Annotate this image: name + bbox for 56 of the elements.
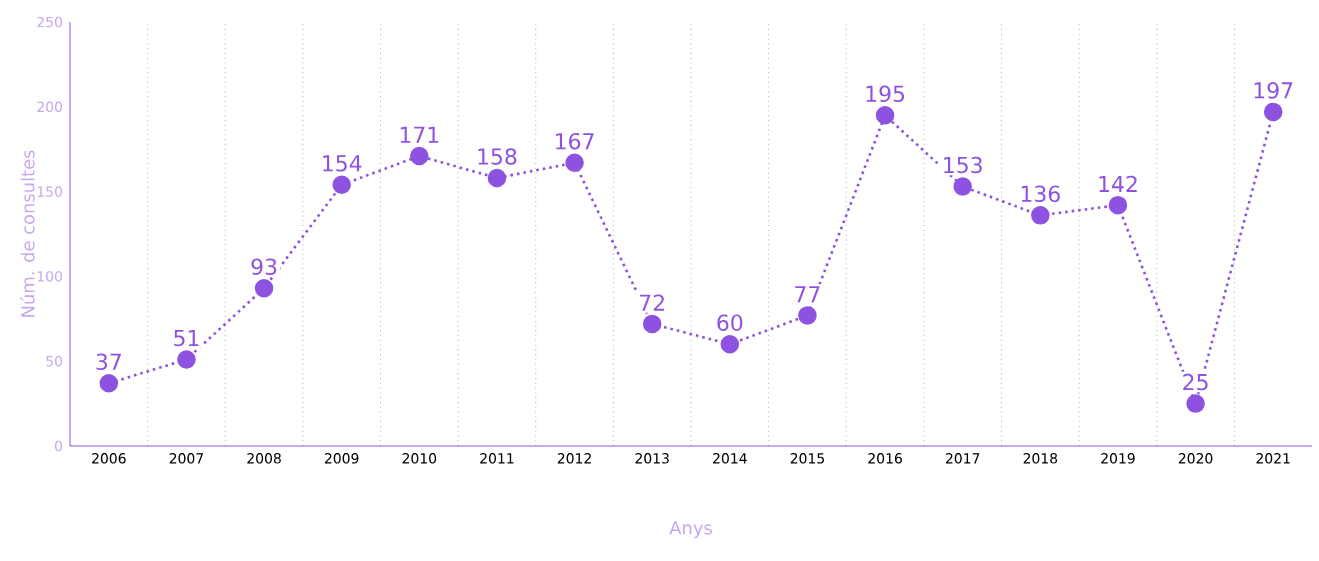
x-tick-label: 2017 — [945, 453, 980, 464]
point — [254, 279, 274, 298]
x-axis-title: Anys — [669, 521, 712, 539]
x-tick-label: 2021 — [1256, 453, 1290, 464]
data-label: 37 — [96, 353, 121, 370]
point — [798, 306, 817, 325]
data-label: 195 — [866, 85, 905, 103]
data-label: 197 — [1254, 82, 1293, 99]
point — [953, 177, 972, 196]
point — [332, 175, 351, 195]
x-tick-label: 2009 — [324, 453, 359, 464]
x-tick-label: 2020 — [1178, 453, 1213, 464]
x-tick-label: 2016 — [868, 453, 902, 464]
y-tick-label: 0 — [54, 440, 63, 452]
x-tick-label: 2018 — [1023, 453, 1058, 464]
data-label: 154 — [323, 155, 362, 172]
data-label: 77 — [795, 286, 820, 303]
y-tick-label: 50 — [46, 355, 63, 367]
data-label: 167 — [556, 132, 594, 150]
point — [410, 146, 429, 166]
x-tick-label: 2012 — [557, 453, 591, 464]
x-tick-label: 2007 — [169, 453, 203, 464]
x-tick-label: 2013 — [635, 453, 669, 464]
x-tick-label: 2006 — [92, 453, 126, 464]
point — [99, 373, 119, 393]
point — [720, 334, 740, 354]
point — [177, 350, 196, 369]
point — [1108, 195, 1128, 215]
point — [565, 153, 584, 173]
y-tick-label: 250 — [37, 16, 63, 28]
x-tick-label: 2008 — [247, 453, 281, 464]
data-label: 93 — [251, 258, 277, 276]
data-label: 51 — [174, 329, 199, 347]
y-tick-label: 150 — [37, 186, 63, 197]
x-tick-label: 2019 — [1101, 453, 1135, 464]
data-label: 136 — [1021, 185, 1060, 203]
data-label: 142 — [1099, 175, 1137, 192]
point — [1186, 394, 1205, 413]
data-label: 60 — [717, 314, 743, 331]
point — [642, 314, 662, 334]
point — [1263, 102, 1283, 122]
y-tick-label: 100 — [37, 271, 63, 282]
x-tick-label: 2015 — [790, 453, 824, 464]
data-label: 158 — [478, 148, 517, 165]
point — [487, 168, 507, 188]
data-label: 153 — [944, 156, 982, 174]
y-axis-title: Núm. de consultes — [20, 150, 35, 317]
data-label: 72 — [640, 294, 664, 311]
x-tick-label: 2010 — [402, 453, 437, 464]
data-label: 171 — [400, 126, 439, 143]
data-label: 25 — [1183, 373, 1208, 391]
x-tick-label: 2014 — [713, 453, 747, 464]
x-tick-label: 2011 — [480, 453, 514, 464]
point — [875, 106, 895, 125]
point — [1031, 206, 1050, 225]
y-tick-label: 200 — [37, 101, 63, 113]
